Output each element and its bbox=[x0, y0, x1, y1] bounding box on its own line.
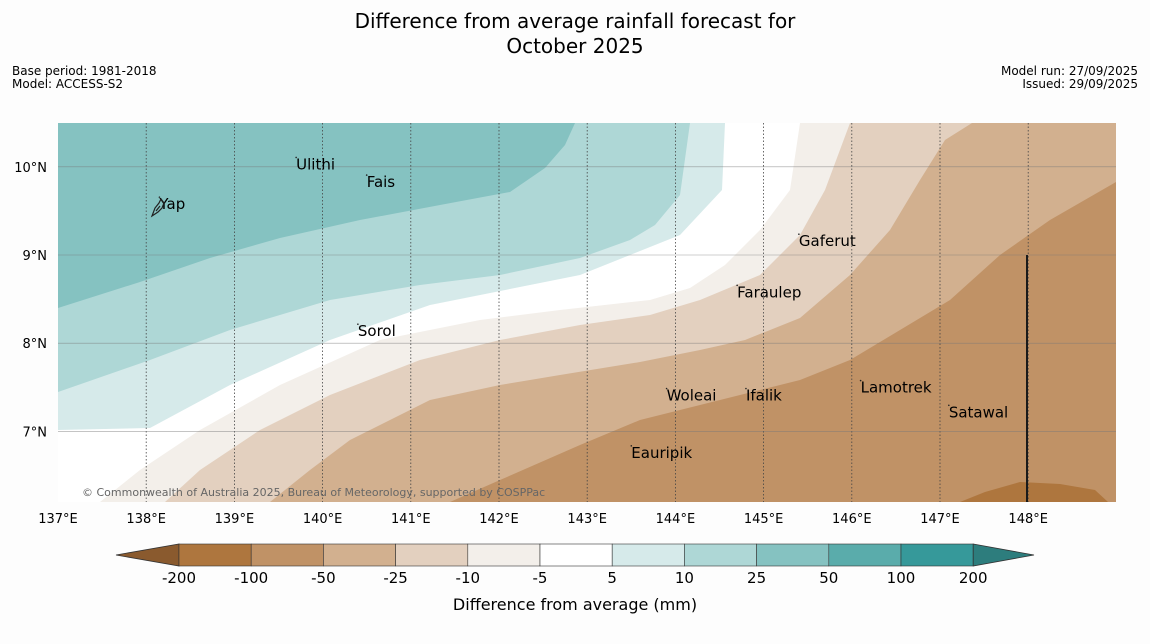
colorbar-segment bbox=[178, 543, 252, 567]
lon-tick-label: 142°E bbox=[479, 512, 519, 527]
lon-tick-label: 148°E bbox=[1008, 512, 1048, 527]
colorbar-segment bbox=[539, 543, 613, 567]
place-label-woleai: Woleai bbox=[667, 387, 717, 405]
lon-tick-label: 144°E bbox=[656, 512, 696, 527]
issued-date: Issued: 29/09/2025 bbox=[1022, 77, 1138, 91]
place-labels: Yap Ulithi Fais Gaferut Faraulep Sorol Woleai I… bbox=[158, 155, 1008, 461]
place-label-fais: Fais bbox=[367, 173, 396, 191]
place-marker bbox=[295, 156, 297, 159]
colorbar-extend-low bbox=[115, 543, 180, 567]
lat-tick-label: 7°N bbox=[23, 425, 48, 440]
place-label-lamotrek: Lamotrek bbox=[861, 379, 932, 397]
colorbar-extend-high bbox=[972, 543, 1035, 567]
metadata-right: Model run: 27/09/2025 Issued: 29/09/2025 bbox=[1001, 65, 1138, 91]
place-label-ifalik: Ifalik bbox=[746, 387, 782, 405]
map-title: Difference from average rainfall forecas… bbox=[0, 9, 1150, 59]
metadata-left: Base period: 1981-2018 Model: ACCESS-S2 bbox=[12, 65, 157, 91]
colorbar-tick-label: 200 bbox=[959, 569, 988, 587]
lon-tick-label: 143°E bbox=[567, 512, 607, 527]
colorbar-segment bbox=[756, 543, 830, 567]
place-label-faraulep: Faraulep bbox=[737, 283, 801, 301]
place-marker bbox=[630, 445, 633, 447]
colorbar-tick-label: -25 bbox=[383, 569, 408, 587]
lon-tick-label: 146°E bbox=[832, 512, 872, 527]
place-marker bbox=[798, 233, 800, 235]
colorbar-tick-label: -5 bbox=[533, 569, 548, 587]
place-marker bbox=[665, 387, 668, 390]
base-period: Base period: 1981-2018 bbox=[12, 64, 157, 78]
place-marker bbox=[357, 323, 359, 325]
place-label-sorol: Sorol bbox=[358, 322, 396, 340]
place-label-satawal: Satawal bbox=[949, 403, 1008, 421]
place-label-gaferut: Gaferut bbox=[799, 232, 856, 250]
map-plot[interactable]: Yap Ulithi Fais Gaferut Faraulep Sorol Woleai I… bbox=[58, 123, 1116, 502]
colorbar-tick-label: 50 bbox=[819, 569, 838, 587]
lat-tick-label: 8°N bbox=[23, 337, 48, 352]
place-marker bbox=[859, 379, 862, 382]
lon-tick-label: 138°E bbox=[126, 512, 166, 527]
colorbar-tick-label: -200 bbox=[162, 569, 196, 587]
place-marker bbox=[365, 174, 368, 176]
band-minus-100-200 bbox=[960, 482, 1108, 502]
copyright-text: © Commonwealth of Australia 2025, Bureau… bbox=[82, 486, 545, 499]
title-line-1: Difference from average rainfall forecas… bbox=[354, 9, 796, 33]
colorbar-tick-label: 5 bbox=[607, 569, 617, 587]
lon-tick-label: 139°E bbox=[215, 512, 255, 527]
place-marker bbox=[745, 387, 747, 390]
title-line-2: October 2025 bbox=[506, 34, 644, 58]
model-name: Model: ACCESS-S2 bbox=[12, 77, 124, 91]
colorbar-segment bbox=[828, 543, 902, 567]
place-marker bbox=[158, 196, 161, 198]
lon-tick-label: 147°E bbox=[920, 512, 960, 527]
colorbar-tick-label: 10 bbox=[675, 569, 694, 587]
colorbar-segment bbox=[323, 543, 396, 567]
colorbar-tick-label: 100 bbox=[887, 569, 916, 587]
lat-tick-label: 10°N bbox=[14, 161, 47, 176]
place-label-eauripik: Eauripik bbox=[631, 444, 692, 462]
yap-island-outline bbox=[150, 197, 165, 218]
band-plus-25-50 bbox=[58, 123, 575, 308]
colorbar-label: Difference from average (mm) bbox=[453, 595, 697, 614]
axis-labels: 137°E 138°E 139°E 140°E 141°E 142°E 143°E 144°E… bbox=[14, 161, 1048, 527]
graticule bbox=[58, 123, 1116, 502]
colorbar-tick-label: -50 bbox=[311, 569, 336, 587]
lon-tick-label: 137°E bbox=[38, 512, 78, 527]
model-run: Model run: 27/09/2025 bbox=[1000, 64, 1138, 78]
colorbar-segment bbox=[684, 543, 757, 567]
colorbar-segment bbox=[611, 543, 685, 567]
lon-tick-label: 145°E bbox=[744, 512, 784, 527]
place-label-ulithi: Ulithi bbox=[296, 155, 335, 173]
colorbar-segment bbox=[250, 543, 324, 567]
place-marker bbox=[736, 284, 738, 287]
place-label-yap: Yap bbox=[158, 195, 185, 213]
colorbar-segment bbox=[467, 543, 541, 567]
lon-tick-label: 140°E bbox=[303, 512, 343, 527]
colorbar-segment bbox=[395, 543, 469, 567]
lat-tick-label: 9°N bbox=[23, 249, 48, 264]
colorbar-tick-label: -10 bbox=[456, 569, 481, 587]
colorbar-tick-label: 25 bbox=[747, 569, 766, 587]
band-minus-50-100 bbox=[450, 182, 1116, 502]
place-marker bbox=[948, 404, 950, 407]
colorbar-tick-label: -100 bbox=[234, 569, 268, 587]
lon-tick-label: 141°E bbox=[391, 512, 431, 527]
colorbar: -200 -100 -50 -25 -10 -5 5 10 25 50 100 200 bbox=[115, 543, 1035, 587]
colorbar-segment bbox=[900, 543, 974, 567]
